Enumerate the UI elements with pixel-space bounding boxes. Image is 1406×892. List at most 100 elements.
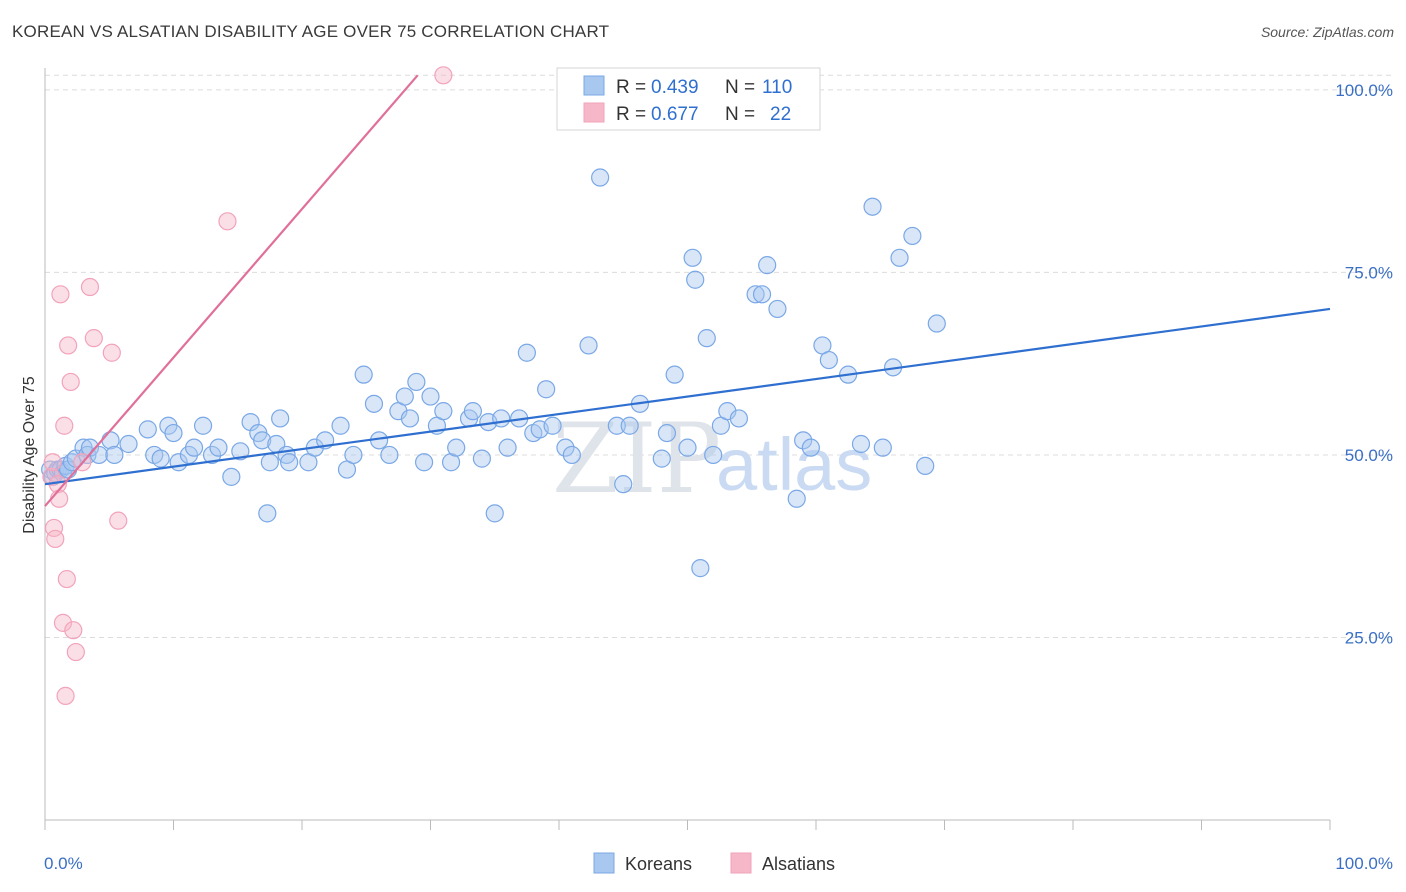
alsatian-point xyxy=(218,212,237,231)
alsatian-point xyxy=(80,277,100,297)
korean-point xyxy=(873,438,892,457)
x-tick-labels: 0.0% 100.0% xyxy=(44,854,1393,873)
korean-point xyxy=(463,402,483,421)
y-tick-label: 75.0% xyxy=(1345,263,1393,282)
bottom-legend-koreans: Koreans xyxy=(625,854,692,874)
korean-point xyxy=(903,226,922,246)
korean-trend-line xyxy=(44,307,1331,486)
source-label: Source: ZipAtlas.com xyxy=(1260,24,1394,40)
alsatian-point xyxy=(61,372,80,392)
korean-point xyxy=(746,285,765,304)
korean-point xyxy=(364,394,384,413)
alsatian-point xyxy=(46,529,65,549)
korean-point xyxy=(222,467,241,486)
legend-n-label: N = xyxy=(725,77,755,98)
korean-point xyxy=(916,456,935,476)
chart-title: KOREAN VS ALSATIAN DISABILITY AGE OVER 7… xyxy=(12,22,610,41)
korean-point xyxy=(729,409,749,428)
korean-point xyxy=(665,365,684,384)
korean-point xyxy=(380,445,399,465)
y-tick-label: 25.0% xyxy=(1345,628,1393,647)
korean-point xyxy=(752,285,772,304)
korean-point xyxy=(697,329,716,348)
korean-point xyxy=(794,431,813,450)
alsatian-point xyxy=(59,336,78,355)
korean-point xyxy=(164,423,183,443)
korean-point xyxy=(344,445,363,465)
korean-point xyxy=(260,453,279,472)
y-tick-labels: 25.0% 50.0% 75.0% 100.0% xyxy=(1335,81,1393,648)
korean-point xyxy=(138,420,157,439)
korean-point xyxy=(331,416,350,435)
legend-swatch-koreans xyxy=(583,75,605,96)
korean-point xyxy=(231,442,250,461)
korean-point xyxy=(414,453,434,472)
korean-point xyxy=(768,299,787,319)
alsatian-point xyxy=(434,66,453,85)
bottom-legend: Koreans Alsatians xyxy=(593,852,835,874)
legend-r-label: R = xyxy=(616,104,646,125)
korean-point xyxy=(395,387,414,406)
korean-point xyxy=(434,402,453,421)
alsatian-point xyxy=(57,569,76,589)
korean-point xyxy=(472,449,491,468)
korean-point xyxy=(579,336,598,355)
trend-lines xyxy=(44,74,1331,507)
korean-point xyxy=(890,248,909,267)
korean-point xyxy=(691,559,710,578)
legend-n-value-alsatians: 22 xyxy=(770,104,791,125)
alsatian-point xyxy=(51,285,70,304)
y-tick-label: 100.0% xyxy=(1335,81,1393,100)
data-points xyxy=(41,66,946,705)
korean-point xyxy=(543,416,562,435)
korean-point xyxy=(492,409,511,428)
korean-point xyxy=(421,387,440,406)
alsatian-point xyxy=(43,453,62,472)
korean-point xyxy=(607,416,626,435)
korean-point xyxy=(657,423,677,443)
korean-point xyxy=(801,438,820,457)
korean-point xyxy=(280,453,299,472)
korean-point xyxy=(253,431,272,450)
axes xyxy=(44,68,1331,830)
korean-point xyxy=(209,438,228,457)
y-axis-label: Disability Age Over 75 xyxy=(21,376,38,534)
korean-point xyxy=(485,504,504,523)
watermark-atlas: atlas xyxy=(716,423,872,506)
gridlines xyxy=(45,74,1392,638)
korean-point xyxy=(787,489,806,508)
korean-point xyxy=(758,256,777,275)
korean-point xyxy=(258,504,277,523)
alsatian-point xyxy=(42,467,61,486)
legend-n-value-koreans: 110 xyxy=(762,77,792,98)
korean-point xyxy=(400,409,420,428)
korean-point xyxy=(517,343,536,362)
korean-point xyxy=(271,409,290,428)
bottom-legend-swatch-alsatians xyxy=(730,852,752,874)
korean-point xyxy=(819,350,838,370)
korean-point xyxy=(119,434,138,454)
korean-point xyxy=(105,445,124,465)
korean-point xyxy=(620,416,639,435)
alsatian-point xyxy=(66,642,85,662)
korean-point xyxy=(498,438,517,457)
x-tick-label: 100.0% xyxy=(1335,854,1393,873)
alsatian-trend-line xyxy=(44,74,419,507)
korean-point xyxy=(537,380,556,399)
korean-point xyxy=(704,445,723,465)
x-tick-label: 0.0% xyxy=(44,854,83,873)
korean-point xyxy=(354,365,373,384)
legend-n-label: N = xyxy=(725,104,755,125)
korean-point xyxy=(652,449,671,468)
legend-box: R = 0.439 N = 110 R = 0.677 N = 22 xyxy=(556,67,821,131)
korean-point xyxy=(562,445,581,465)
alsatian-point xyxy=(102,343,121,362)
korean-point xyxy=(202,445,222,465)
korean-point xyxy=(683,248,702,267)
bottom-legend-alsatians: Alsatians xyxy=(762,854,835,874)
korean-point xyxy=(184,438,204,457)
alsatian-point xyxy=(64,621,83,640)
legend-r-label: R = xyxy=(616,77,646,98)
y-tick-label: 50.0% xyxy=(1345,446,1393,465)
